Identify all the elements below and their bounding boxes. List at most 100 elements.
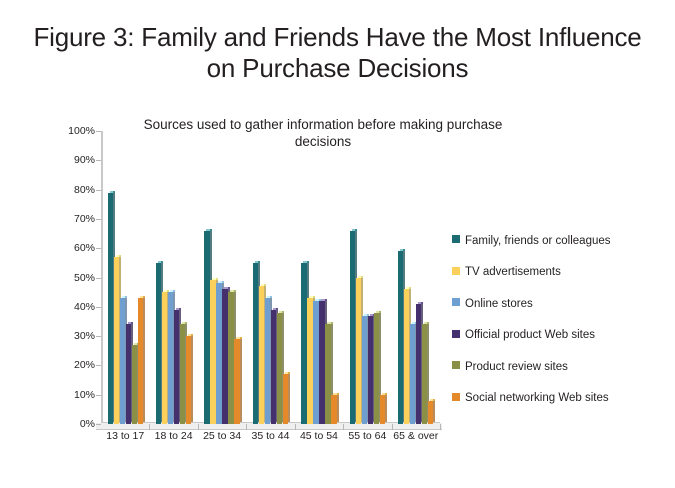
- bar-top-face: [309, 296, 315, 299]
- legend-item[interactable]: TV advertisements: [452, 257, 667, 289]
- y-axis: [101, 131, 103, 424]
- y-axis-tick-mark: [96, 160, 101, 162]
- bar: [325, 322, 333, 424]
- bar-group: [149, 131, 197, 424]
- bar-face: [282, 374, 289, 424]
- bar-face: [113, 257, 119, 424]
- bar: [222, 287, 230, 424]
- bar-top-face: [187, 334, 194, 337]
- bar-top-face: [369, 313, 376, 316]
- legend-item-label: Social networking Web sites: [465, 392, 609, 405]
- bar: [155, 260, 164, 424]
- bar-top-face: [133, 342, 139, 345]
- bar: [282, 372, 291, 424]
- bar-top-face: [303, 260, 309, 263]
- bar: [131, 342, 139, 424]
- bar-top-face: [333, 392, 339, 395]
- bar-face: [270, 309, 277, 424]
- x-axis-tick-label: 65 & over: [393, 430, 439, 442]
- bar-top-face: [321, 298, 327, 301]
- legend-item-label: Family, friends or colleagues: [465, 234, 611, 247]
- y-axis-tick-label: 40%: [73, 300, 95, 313]
- bar-top-face: [127, 322, 133, 325]
- bar-top-face: [266, 296, 273, 299]
- bar-face: [301, 262, 307, 424]
- bar: [270, 307, 279, 424]
- legend-swatch-icon: [452, 392, 460, 401]
- legend-item[interactable]: Social networking Web sites: [452, 383, 667, 415]
- bar: [234, 337, 242, 424]
- bar-face: [252, 262, 259, 424]
- bar-top-face: [260, 284, 267, 287]
- y-axis-tick-label: 30%: [73, 330, 95, 343]
- bar-top-face: [212, 278, 218, 281]
- bar-face: [325, 324, 331, 424]
- legend-item-label: Online stores: [465, 297, 533, 310]
- bar-top-face: [375, 310, 382, 313]
- bar: [367, 313, 376, 424]
- bar-face: [119, 298, 125, 424]
- y-axis-tick-mark: [96, 394, 101, 396]
- bar-face: [131, 344, 137, 424]
- bar-face: [179, 324, 186, 424]
- bar-top-face: [181, 322, 188, 325]
- bar-top-face: [163, 290, 170, 293]
- bar-top-face: [236, 337, 242, 340]
- bar: [216, 281, 224, 424]
- bar-top-face: [315, 298, 321, 301]
- bar: [422, 322, 430, 424]
- y-axis-tick-label: 90%: [73, 154, 95, 167]
- bar-face: [307, 298, 313, 424]
- x-axis-tick-label: 55 to 64: [348, 430, 387, 442]
- bar-side-face: [191, 334, 194, 422]
- legend-item-label: Product review sites: [465, 360, 568, 373]
- bar-face: [422, 324, 428, 424]
- y-axis-tick-label: 60%: [73, 242, 95, 255]
- bar-face: [416, 303, 422, 424]
- bar: [179, 322, 188, 424]
- bar: [307, 296, 315, 424]
- bar: [398, 249, 406, 424]
- chart-floor: [96, 423, 442, 430]
- legend-item[interactable]: Online stores: [452, 288, 667, 320]
- bar-group: [101, 131, 149, 424]
- x-axis-tick-label: 45 to 54: [299, 430, 338, 442]
- bar: [161, 290, 170, 424]
- bar-face: [216, 283, 222, 424]
- y-axis-tick-mark: [96, 189, 101, 191]
- bar-face: [264, 298, 271, 424]
- bar-face: [379, 394, 386, 424]
- bar-top-face: [139, 296, 145, 299]
- bar: [349, 228, 358, 424]
- bar-top-face: [412, 322, 418, 325]
- bar-top-face: [357, 275, 364, 278]
- bar-face: [373, 312, 380, 424]
- legend-swatch-icon: [452, 361, 460, 370]
- bar-group: [343, 131, 391, 424]
- bar: [167, 290, 176, 424]
- bar-face: [349, 230, 356, 424]
- chart-subtitle: Sources used to gather information befor…: [143, 117, 503, 149]
- bar: [416, 301, 424, 424]
- x-axis-tick-label: 35 to 44: [251, 430, 290, 442]
- bar-top-face: [327, 322, 333, 325]
- y-axis-tick-label: 50%: [73, 271, 95, 284]
- legend-item[interactable]: Family, friends or colleagues: [452, 225, 667, 257]
- y-axis-tick-label: 80%: [73, 183, 95, 196]
- y-axis-tick-label: 0%: [79, 418, 95, 430]
- x-axis-tick-mark: [440, 424, 441, 430]
- legend-item[interactable]: Official product Web sites: [452, 320, 667, 352]
- y-axis-tick-mark: [96, 248, 101, 250]
- y-axis-tick-label: 70%: [73, 212, 95, 225]
- bar: [228, 290, 236, 424]
- bar: [252, 260, 261, 424]
- legend-swatch-icon: [452, 298, 460, 307]
- bar-face: [161, 292, 168, 424]
- bar-top-face: [400, 249, 406, 252]
- bar-group: [198, 131, 246, 424]
- y-axis-tick-mark: [96, 424, 101, 425]
- bar: [210, 278, 218, 424]
- x-axis-tick-mark: [391, 424, 393, 430]
- legend-item[interactable]: Product review sites: [452, 351, 667, 383]
- bar-face: [319, 300, 325, 424]
